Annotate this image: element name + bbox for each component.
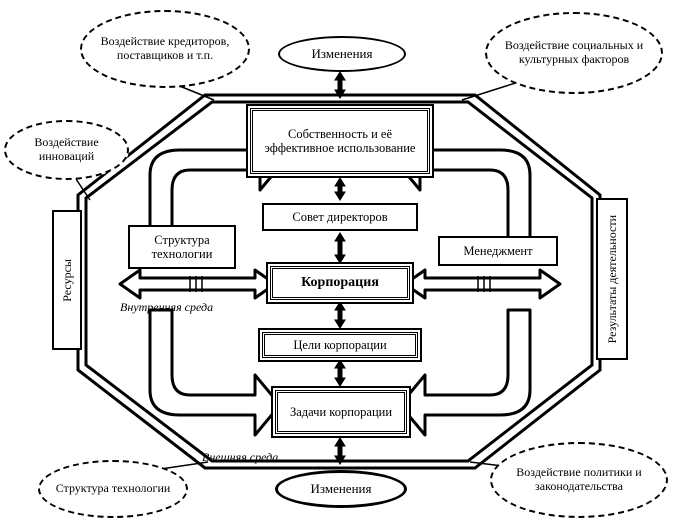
box-goals: Цели корпорации [262,332,418,358]
diagram-stage: Воздействие кредиторов, поставщиков и т.… [0,0,680,525]
box-corp-text: Корпорация [301,275,379,291]
box-left-text: Структура технологии [138,233,226,262]
env-inner-text: Внутренняя среда [120,300,213,314]
ext-ellipse-top-right: Воздействие социальных и культурных факт… [485,12,663,94]
changes-bottom-text: Изменения [311,481,372,497]
ext-ellipse-bottom-right: Воздействие политики и законодательства [490,442,668,518]
box-right-management: Менеджмент [438,236,558,266]
ext-tl-text: Воздействие кредиторов, поставщиков и т.… [90,35,240,63]
side-right-text: Результаты деятельности [605,215,620,343]
ext-ellipse-left: Воздействие инноваций [4,120,129,180]
box-goals-text: Цели корпорации [293,338,386,352]
side-left-bar: Ресурсы [52,210,82,350]
ext-ellipse-top-left: Воздействие кредиторов, поставщиков и т.… [80,10,250,88]
ext-ellipse-bottom-left: Структура технологии [38,460,188,518]
box-board: Совет директоров [262,203,418,231]
changes-top-text: Изменения [312,46,373,62]
box-board-text: Совет директоров [292,210,387,224]
side-left-text: Ресурсы [60,259,75,302]
box-corporation: Корпорация [270,266,410,300]
box-ownership-text: Собственность и её эффективное использов… [261,127,419,156]
ext-tr-text: Воздействие социальных и культурных факт… [495,39,653,67]
ext-br-text: Воздействие политики и законодательства [500,466,658,494]
box-right-text: Менеджмент [463,244,532,258]
changes-bottom: Изменения [275,470,407,508]
env-inner-label: Внутренняя среда [120,300,213,315]
env-outer-label: Внешняя среда [202,450,278,465]
box-ownership: Собственность и её эффективное использов… [250,108,430,174]
box-tasks: Задачи корпорации [275,390,407,434]
side-right-bar: Результаты деятельности [596,198,628,360]
ext-bl-text: Структура технологии [56,482,171,496]
ext-l-text: Воздействие инноваций [14,136,119,164]
env-outer-text: Внешняя среда [202,450,278,464]
box-tasks-text: Задачи корпорации [290,405,392,419]
changes-top: Изменения [278,36,406,72]
box-left-structure: Структура технологии [128,225,236,269]
